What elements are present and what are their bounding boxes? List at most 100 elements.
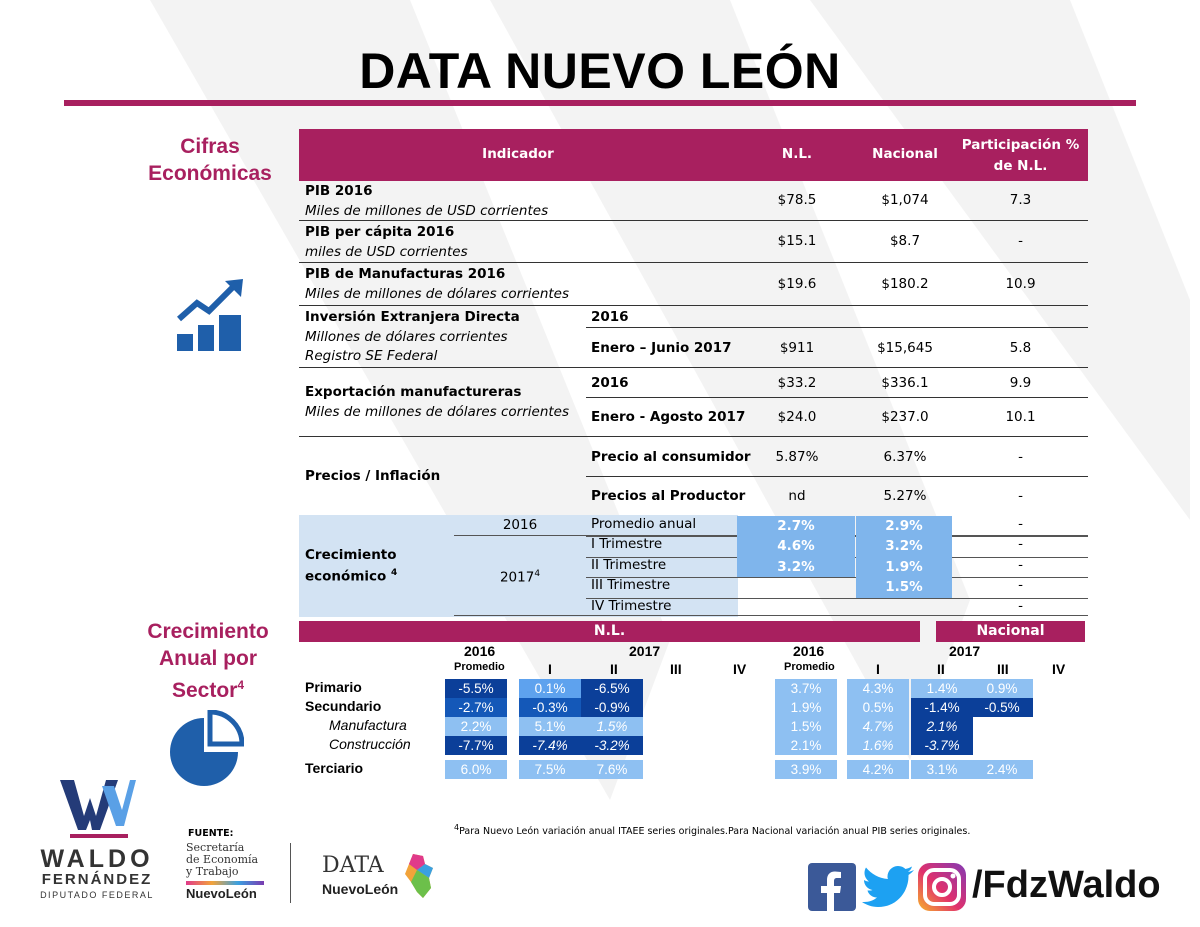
sector-nac-cell: 2.4%	[971, 760, 1033, 779]
crec-nl-value: 2.7%	[737, 516, 855, 537]
sector-nac-cell: 2.1%	[911, 717, 973, 736]
sector-row-label: Terciario	[305, 760, 364, 776]
sector-nac-q2: II	[937, 661, 945, 677]
precios-part2: -	[1018, 488, 1023, 504]
sector-nac-q3: III	[997, 661, 1009, 677]
se-logo-line1: Secretaría	[186, 841, 245, 854]
sector-nl-cell: -6.5%	[581, 679, 643, 698]
section-crecimiento-sup: 4	[237, 678, 245, 692]
export-part1: 9.9	[1009, 375, 1032, 391]
row-divider	[299, 220, 1088, 221]
sector-nac-cell: -0.5%	[971, 698, 1033, 717]
pibpc-nacional: $8.7	[889, 233, 921, 249]
row-divider	[586, 577, 1088, 579]
crec-nac-value: 1.5%	[856, 577, 952, 598]
row-divider	[454, 615, 1088, 616]
precios-nac1: 6.37%	[883, 449, 927, 465]
section-cifras-label: Cifras Económicas	[148, 135, 272, 185]
page-title: DATA NUEVO LEÓN	[359, 43, 841, 99]
sector-nac-cell: 4.2%	[847, 760, 909, 779]
waldo-title: DIPUTADO FEDERAL	[40, 890, 154, 900]
sector-nl-cell: 6.0%	[445, 760, 507, 779]
row-divider	[586, 397, 1088, 398]
header-indicador: Indicador	[482, 146, 554, 162]
sector-nl-cell: -2.7%	[445, 698, 507, 717]
export-label: Exportación manufactureras	[305, 384, 522, 400]
sector-row-label: Primario	[305, 679, 362, 695]
sector-nl-q2: II	[610, 661, 618, 677]
crec-part-value: -	[1018, 516, 1023, 532]
data-logo-nl: NuevoLeón	[322, 881, 399, 897]
pib-nacional: $1,074	[881, 192, 929, 208]
pibmanuf-nacional: $180.2	[881, 276, 929, 292]
crec-period: III Trimestre	[591, 577, 671, 594]
ied-sub1: Millones de dólares corrientes	[305, 329, 508, 345]
sector-nl-cell: 5.1%	[519, 717, 581, 736]
sector-row-label: Secundario	[305, 698, 382, 714]
crec-nl-value: 3.2%	[737, 556, 855, 578]
facebook-icon[interactable]	[808, 863, 856, 911]
crec-nl-value: 4.6%	[737, 536, 855, 557]
crec-year-2017-wrap: 20174	[454, 569, 586, 586]
title-divider	[64, 100, 1136, 106]
pibpc-part: -	[1018, 233, 1023, 249]
row-divider	[299, 305, 1088, 306]
crec-label2-wrap: económico 4	[305, 568, 397, 585]
row-divider	[299, 436, 1088, 437]
waldo-logo-icon	[60, 780, 136, 838]
export-period2: Enero - Agosto 2017	[591, 409, 746, 425]
footer-divider	[290, 843, 291, 903]
pib-nl: $78.5	[777, 192, 817, 208]
ied-part: 5.8	[1009, 340, 1032, 356]
sector-nl-cell: -7.7%	[445, 736, 507, 755]
ied-period2: Enero – Junio 2017	[591, 340, 732, 356]
sector-nl-cell: 0.1%	[519, 679, 581, 698]
sector-nac-q1: I	[876, 661, 880, 677]
precios-nl1: 5.87%	[775, 449, 819, 465]
ied-period1: 2016	[591, 309, 629, 325]
crec-part-value: -	[1018, 556, 1023, 573]
export-period1: 2016	[591, 375, 629, 391]
sector-nl-promedio: Promedio	[454, 661, 505, 673]
pibpc-label: PIB per cápita 2016	[305, 224, 455, 240]
sector-nac-2017: 2017	[949, 643, 981, 659]
row-divider	[586, 597, 1088, 599]
bar-chart-growth-icon	[177, 279, 243, 351]
crec-period-shade	[586, 515, 738, 617]
social-handle[interactable]: /FdzWaldo	[972, 864, 1161, 906]
sector-nl-q3: III	[670, 661, 682, 677]
waldo-name: WALDO	[40, 845, 154, 873]
footnote-sup: 4	[454, 823, 460, 832]
crec-nac-value: 1.9%	[856, 556, 952, 578]
header-nacional: Nacional	[872, 146, 938, 162]
sector-nl-q4: IV	[733, 661, 747, 677]
sector-nl-cell: -0.3%	[519, 698, 581, 717]
pibmanuf-sub: Miles de millones de dólares corrientes	[305, 286, 570, 302]
sector-nac-promedio: Promedio	[784, 661, 835, 673]
export-part2: 10.1	[1005, 409, 1036, 425]
indicators-header-row: Indicador N.L. Nacional Participación % …	[299, 129, 1088, 181]
precios-part1: -	[1018, 449, 1023, 465]
header-nl: N.L.	[781, 146, 813, 162]
pibmanuf-part: 10.9	[1005, 276, 1036, 292]
sector-row-label: Manufactura	[329, 717, 407, 733]
instagram-icon[interactable]	[918, 863, 966, 911]
crec-part-value: -	[1018, 597, 1023, 614]
sector-nac-cell: 0.5%	[847, 698, 909, 717]
fuente-label: FUENTE:	[188, 828, 234, 839]
sector-nl-cell: 2.2%	[445, 717, 507, 736]
crec-year-2016: 2016	[502, 517, 538, 533]
pib-sub: Miles de millones de USD corrientes	[305, 203, 549, 219]
crec-label1: Crecimiento	[305, 547, 397, 563]
export-nl1: $33.2	[777, 375, 817, 391]
crec-nac-value: 3.2%	[856, 536, 952, 557]
sector-nl-cell: -3.2%	[581, 736, 643, 755]
pibmanuf-label: PIB de Manufacturas 2016	[305, 266, 506, 282]
sector-nac-cell: 3.1%	[911, 760, 973, 779]
sector-nac-cell: 4.3%	[847, 679, 909, 698]
export-nac1: $336.1	[881, 375, 929, 391]
sector-nl-cell: 1.5%	[581, 717, 643, 736]
crec-label-sup: 4	[391, 568, 398, 578]
twitter-icon[interactable]	[862, 865, 914, 909]
se-logo: Secretaría de Economía y Trabajo	[186, 842, 258, 878]
